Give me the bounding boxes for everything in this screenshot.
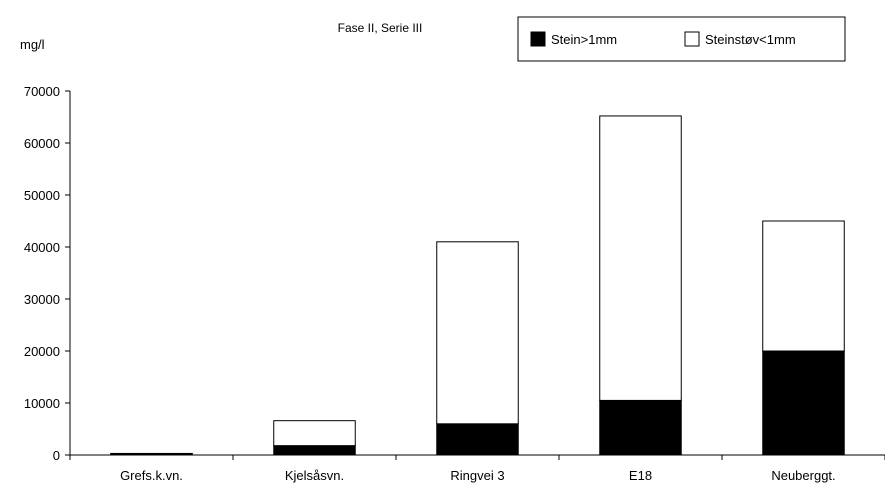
bar-segment-stein (273, 445, 356, 456)
y-tick-label: 70000 (24, 84, 60, 99)
legend-frame (517, 16, 846, 62)
bars (110, 115, 845, 456)
legend: Stein>1mm Steinstøv<1mm (517, 16, 846, 62)
y-tick-label: 60000 (24, 136, 60, 151)
y-tick-label: 30000 (24, 292, 60, 307)
bar-segment-steinstov (762, 220, 845, 352)
x-axis: Grefs.k.vn. Kjelsåsvn. Ringvei 3 E18 Neuberg… (69, 454, 885, 483)
y-tick-label: 50000 (24, 188, 60, 203)
legend-label-stein: Stein>1mm (551, 32, 617, 47)
x-category-label: Grefs.k.vn. (120, 468, 183, 483)
y-tick-label: 40000 (24, 240, 60, 255)
x-category-label: E18 (629, 468, 652, 483)
bar-segment-steinstov (436, 241, 519, 425)
bar-segment-steinstov (273, 420, 356, 447)
bar-segment-steinstov (599, 115, 682, 401)
legend-swatch-stein (530, 31, 546, 47)
x-category-label: Ringvei 3 (450, 468, 504, 483)
x-category-label: Kjelsåsvn. (285, 468, 344, 483)
bar-segment-stein (762, 350, 845, 456)
legend-label-steinstov: Steinstøv<1mm (705, 32, 796, 47)
bar-segment-stein (436, 423, 519, 456)
y-tick-label: 20000 (24, 344, 60, 359)
bar-segment-stein (599, 399, 682, 456)
y-axis-unit-label: mg/l (20, 37, 45, 52)
y-tick-label: 10000 (24, 396, 60, 411)
y-tick-label: 0 (53, 448, 60, 463)
y-axis: 0 10000 20000 30000 40000 50000 60000 70000 (24, 84, 71, 463)
chart-title: Fase II, Serie III (338, 21, 423, 35)
x-category-label: Neuberggt. (771, 468, 835, 483)
legend-swatch-steinstov (684, 31, 700, 47)
